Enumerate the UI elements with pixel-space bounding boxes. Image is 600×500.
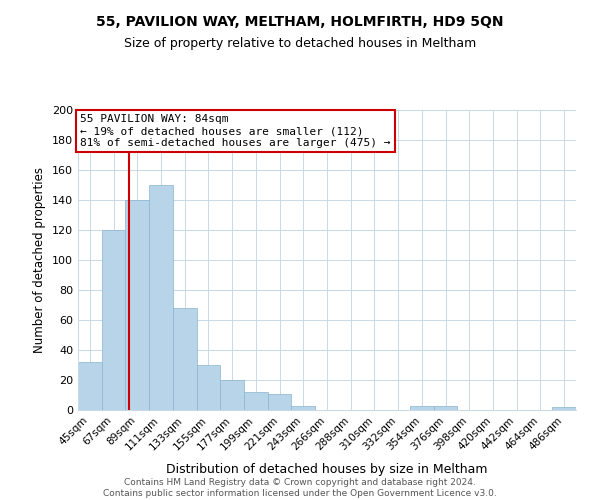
Bar bbox=[220, 380, 244, 410]
Bar bbox=[173, 308, 197, 410]
Bar bbox=[244, 392, 268, 410]
Bar bbox=[434, 406, 457, 410]
Bar bbox=[268, 394, 292, 410]
Text: 55, PAVILION WAY, MELTHAM, HOLMFIRTH, HD9 5QN: 55, PAVILION WAY, MELTHAM, HOLMFIRTH, HD… bbox=[96, 15, 504, 29]
Text: 55 PAVILION WAY: 84sqm
← 19% of detached houses are smaller (112)
81% of semi-de: 55 PAVILION WAY: 84sqm ← 19% of detached… bbox=[80, 114, 391, 148]
Y-axis label: Number of detached properties: Number of detached properties bbox=[34, 167, 46, 353]
X-axis label: Distribution of detached houses by size in Meltham: Distribution of detached houses by size … bbox=[166, 463, 488, 476]
Bar bbox=[102, 230, 125, 410]
Text: Size of property relative to detached houses in Meltham: Size of property relative to detached ho… bbox=[124, 38, 476, 51]
Bar bbox=[197, 365, 220, 410]
Bar bbox=[552, 407, 576, 410]
Bar bbox=[78, 362, 102, 410]
Bar bbox=[149, 185, 173, 410]
Bar bbox=[125, 200, 149, 410]
Text: Contains HM Land Registry data © Crown copyright and database right 2024.
Contai: Contains HM Land Registry data © Crown c… bbox=[103, 478, 497, 498]
Bar bbox=[410, 406, 434, 410]
Bar bbox=[292, 406, 315, 410]
